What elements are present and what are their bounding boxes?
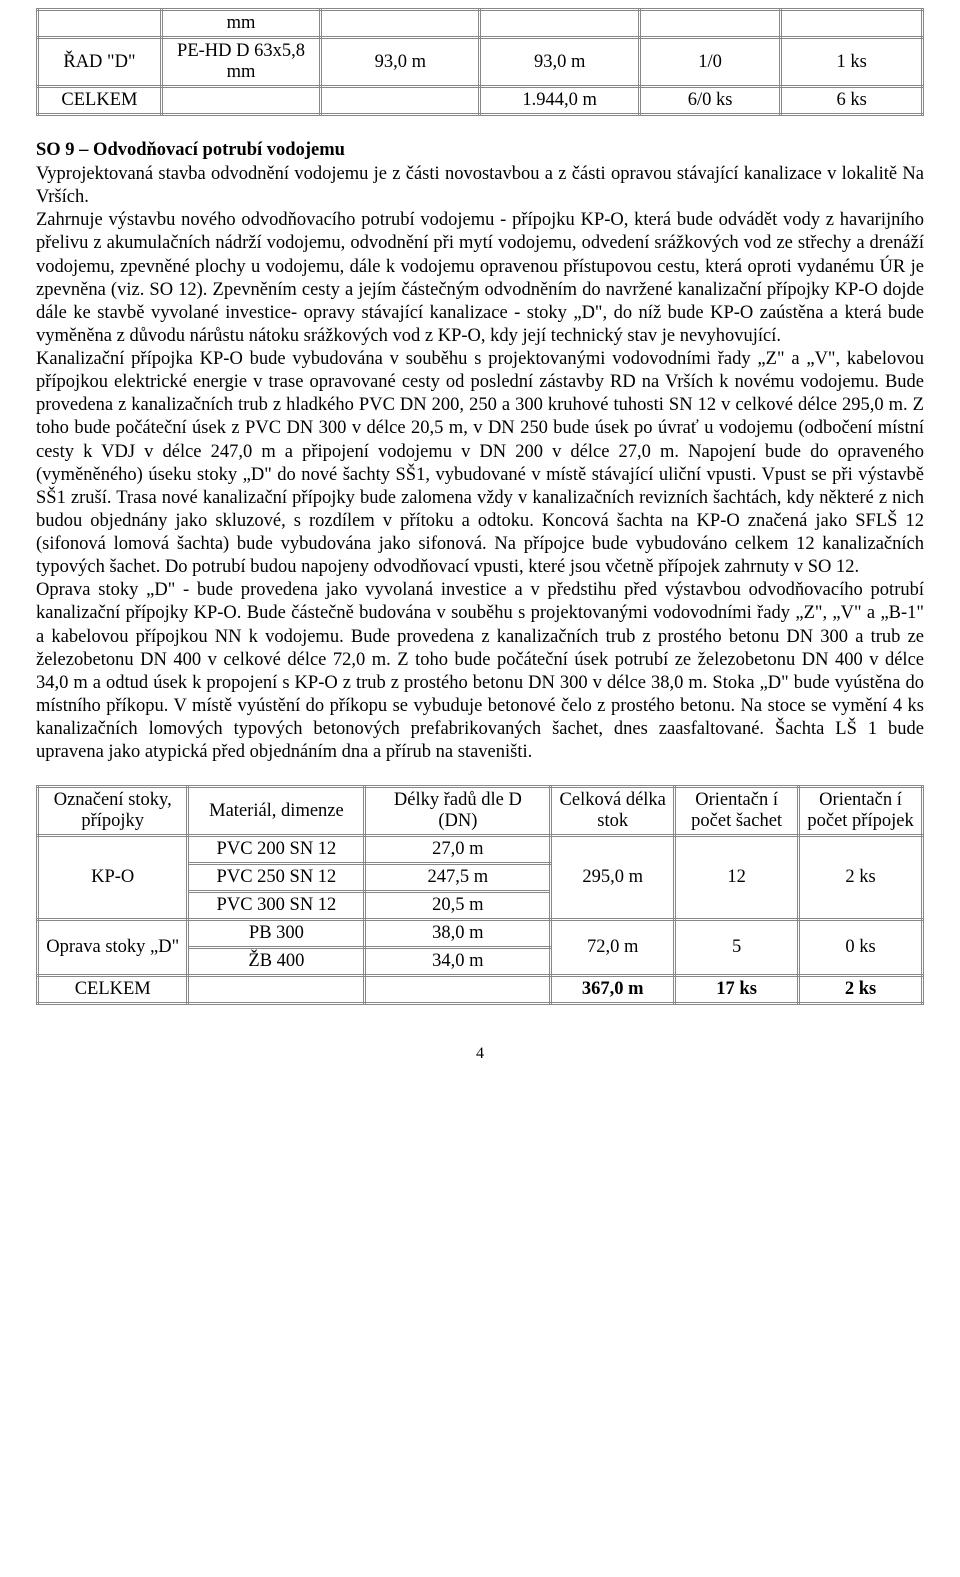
cell: 20,5 m [365,892,551,920]
cell: PVC 250 SN 12 [188,864,365,892]
cell [781,10,923,38]
cell: ŽB 400 [188,948,365,976]
cell: 38,0 m [365,920,551,948]
table-total-row: CELKEM 367,0 m 17 ks 2 ks [38,976,923,1004]
cell: 17 ks [675,976,799,1004]
cell: 1/0 [639,38,781,87]
cell [480,10,639,38]
cell-total: 72,0 m [551,920,675,976]
cell: CELKEM [38,87,162,115]
cell: 247,5 m [365,864,551,892]
cell: ŘAD "D" [38,38,162,87]
cell-prip: 0 ks [799,920,923,976]
cell [38,10,162,38]
body-paragraph: Vyprojektovaná stavba odvodnění vodojemu… [36,163,924,209]
cell [639,10,781,38]
cell: PVC 300 SN 12 [188,892,365,920]
table-row: CELKEM 1.944,0 m 6/0 ks 6 ks [38,87,923,115]
col-header: Orientačn í počet šachet [675,787,799,836]
cell: PE-HD D 63x5,8 mm [161,38,320,87]
cell: mm [161,10,320,38]
bottom-table: Označení stoky, přípojky Materiál, dimen… [36,785,924,1005]
cell: 367,0 m [551,976,675,1004]
cell-label: Oprava stoky „D" [38,920,188,976]
top-table: mm ŘAD "D" PE-HD D 63x5,8 mm 93,0 m 93,0… [36,8,924,116]
cell [161,87,320,115]
cell: 2 ks [799,976,923,1004]
page-number: 4 [36,1045,924,1063]
body-paragraph: Kanalizační přípojka KP-O bude vybudován… [36,348,924,579]
cell: 6 ks [781,87,923,115]
cell: PB 300 [188,920,365,948]
cell: 27,0 m [365,836,551,864]
cell-total: 295,0 m [551,836,675,920]
col-header: Materiál, dimenze [188,787,365,836]
cell: 93,0 m [321,38,480,87]
table-row: KP-O PVC 200 SN 12 27,0 m 295,0 m 12 2 k… [38,836,923,864]
body-paragraph: Oprava stoky „D" - bude provedena jako v… [36,579,924,764]
cell [365,976,551,1004]
cell-sachet: 12 [675,836,799,920]
body-paragraph: Zahrnuje výstavbu nového odvodňovacího p… [36,209,924,348]
cell: CELKEM [38,976,188,1004]
cell: 93,0 m [480,38,639,87]
col-header: Celková délka stok [551,787,675,836]
section-title: SO 9 – Odvodňovací potrubí vodojemu [36,140,924,161]
cell [188,976,365,1004]
col-header: Orientačn í počet přípojek [799,787,923,836]
col-header: Délky řadů dle D (DN) [365,787,551,836]
cell-sachet: 5 [675,920,799,976]
cell: 34,0 m [365,948,551,976]
cell: 6/0 ks [639,87,781,115]
table-row: ŘAD "D" PE-HD D 63x5,8 mm 93,0 m 93,0 m … [38,38,923,87]
cell: PVC 200 SN 12 [188,836,365,864]
table-row: mm [38,10,923,38]
table-row: Oprava stoky „D" PB 300 38,0 m 72,0 m 5 … [38,920,923,948]
col-header: Označení stoky, přípojky [38,787,188,836]
cell-prip: 2 ks [799,836,923,920]
cell-label: KP-O [38,836,188,920]
cell [321,10,480,38]
cell: 1.944,0 m [480,87,639,115]
cell: 1 ks [781,38,923,87]
table-header-row: Označení stoky, přípojky Materiál, dimen… [38,787,923,836]
cell [321,87,480,115]
